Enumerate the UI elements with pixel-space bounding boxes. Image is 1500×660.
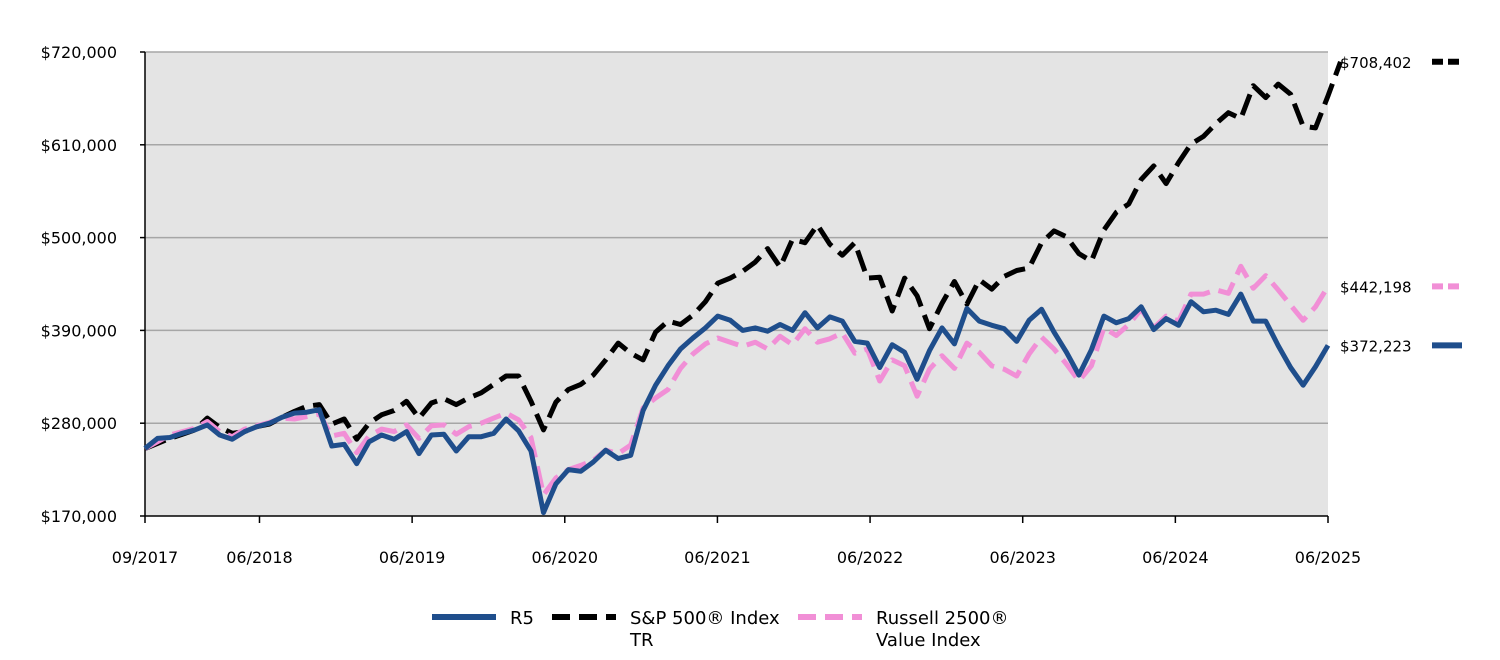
- y-tick-label: $390,000: [41, 321, 117, 340]
- legend-label-russell: Value Index: [876, 630, 981, 651]
- x-tick-label: 09/2017: [112, 548, 178, 567]
- x-tick-label: 06/2024: [1142, 548, 1208, 567]
- legend-label-sp500: S&P 500® Index: [630, 608, 780, 629]
- series-line-sp500: [144, 60, 1343, 451]
- y-tick-label: $170,000: [41, 507, 117, 526]
- gridlines: [145, 51, 1328, 424]
- end-label-r5: $372,223: [1340, 337, 1412, 355]
- x-tick-label: 06/2025: [1295, 548, 1361, 567]
- y-tick-label: $610,000: [41, 136, 117, 155]
- y-tick-label: $280,000: [41, 414, 117, 433]
- series-line-r5: [143, 291, 1331, 516]
- series-line-russell: [143, 263, 1331, 498]
- axes: $170,000 $280,000 $390,000 $500,000 $610,000…: [41, 43, 1362, 567]
- x-tick-label: 06/2021: [684, 548, 750, 567]
- legend-label-sp500: TR: [629, 630, 654, 651]
- legend-label-r5: R5: [510, 608, 534, 629]
- end-label-sp500: $708,402: [1340, 54, 1412, 72]
- plot-area: [145, 52, 1328, 516]
- x-tick-label: 06/2018: [226, 548, 292, 567]
- x-tick-label: 06/2020: [532, 548, 598, 567]
- x-tick-label: 06/2022: [837, 548, 903, 567]
- end-value-labels: $372,223 $708,402 $442,198: [1340, 54, 1462, 355]
- y-tick-label: $500,000: [41, 229, 117, 248]
- y-tick-label: $720,000: [41, 43, 117, 62]
- x-tick-label: 06/2023: [989, 548, 1055, 567]
- series-lines: [143, 60, 1343, 516]
- legend-label-russell: Russell 2500®: [876, 608, 1008, 629]
- end-label-russell: $442,198: [1340, 278, 1412, 296]
- x-tick-label: 06/2019: [379, 548, 445, 567]
